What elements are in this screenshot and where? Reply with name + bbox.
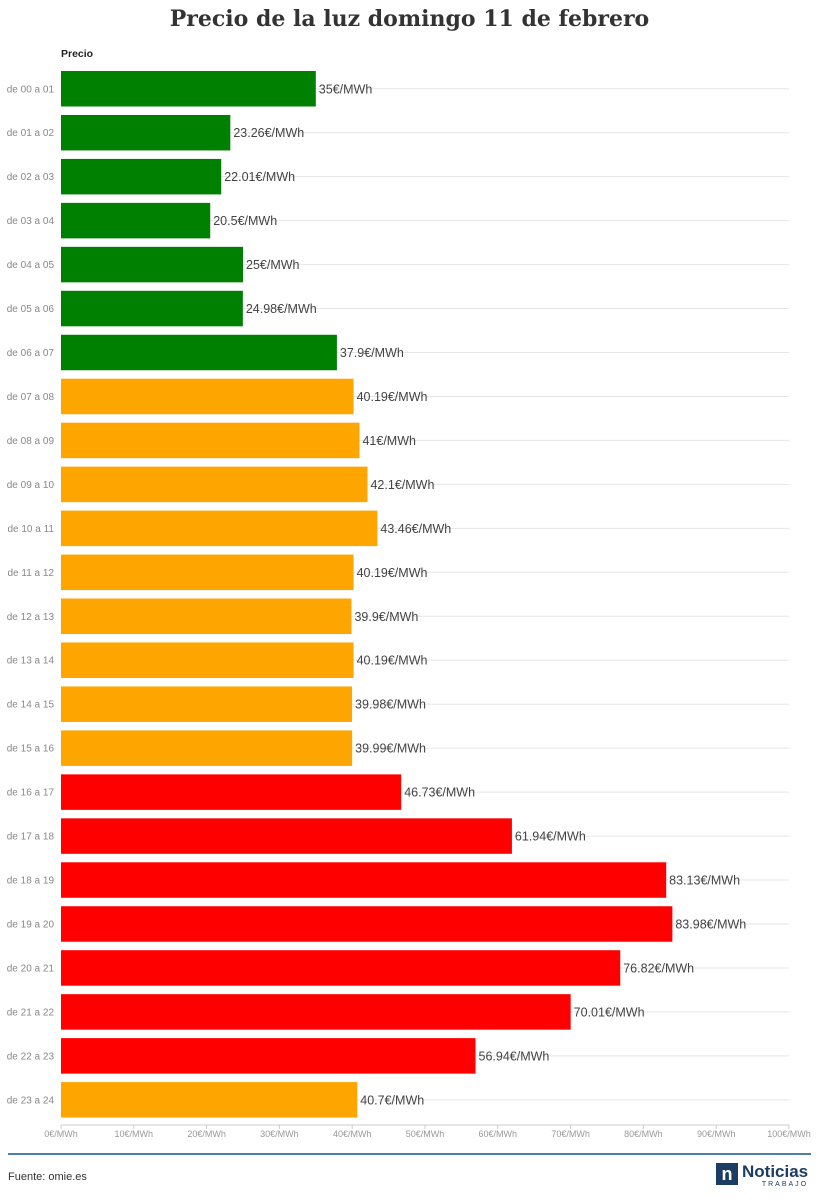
data-label: 56.94€/MWh	[479, 1049, 550, 1063]
category-label: de 20 a 21	[7, 963, 55, 974]
data-label: 35€/MWh	[319, 82, 373, 96]
data-label: 40.19€/MWh	[357, 390, 428, 404]
x-tick-label: 20€/MWh	[187, 1129, 226, 1139]
category-label: de 16 a 17	[7, 788, 55, 799]
data-label: 83.13€/MWh	[669, 874, 740, 888]
category-label: de 00 a 01	[7, 84, 55, 95]
bar	[61, 686, 353, 722]
bar	[61, 598, 352, 635]
bar	[61, 730, 353, 766]
data-label: 70.01€/MWh	[574, 1005, 645, 1019]
data-label: 40.19€/MWh	[357, 654, 428, 668]
data-label: 83.98€/MWh	[675, 917, 746, 931]
bar	[61, 334, 337, 371]
x-tick-label: 80€/MWh	[624, 1129, 663, 1139]
data-label: 24.98€/MWh	[246, 302, 317, 316]
data-label: 39.9€/MWh	[354, 610, 418, 624]
data-label: 46.73€/MWh	[404, 786, 475, 800]
category-label: de 23 a 24	[7, 1095, 55, 1106]
footer-divider	[8, 1153, 811, 1155]
x-tick-label: 30€/MWh	[260, 1129, 299, 1139]
category-label: de 21 a 22	[7, 1007, 55, 1018]
bar	[61, 114, 231, 151]
category-label: de 14 a 15	[7, 700, 55, 711]
bar	[61, 71, 316, 107]
bar	[61, 994, 571, 1030]
category-label: de 05 a 06	[7, 304, 55, 315]
category-label: de 04 a 05	[7, 260, 55, 271]
bar	[61, 1082, 358, 1118]
logo-text: Noticias TRABAJO	[742, 1163, 808, 1189]
x-tick-label: 40€/MWh	[333, 1129, 372, 1139]
data-label: 25€/MWh	[246, 258, 300, 272]
category-label: de 22 a 23	[7, 1051, 55, 1062]
bar	[61, 642, 354, 678]
data-label: 39.99€/MWh	[355, 742, 426, 756]
category-label: de 13 a 14	[7, 656, 55, 667]
bar	[61, 1038, 476, 1074]
bar	[61, 862, 667, 898]
data-label: 43.46€/MWh	[380, 522, 451, 536]
bar	[61, 466, 368, 503]
data-label: 61.94€/MWh	[515, 830, 586, 844]
data-label: 20.5€/MWh	[213, 214, 277, 228]
category-label: de 02 a 03	[7, 172, 55, 183]
category-label: de 10 a 11	[7, 524, 54, 535]
category-label: de 11 a 12	[7, 568, 54, 579]
bar	[61, 158, 222, 195]
bar	[61, 510, 378, 547]
data-label: 42.1€/MWh	[370, 478, 434, 492]
bar	[61, 818, 512, 854]
data-label: 39.98€/MWh	[355, 698, 426, 712]
bar	[61, 246, 243, 283]
data-label: 23.26€/MWh	[233, 126, 304, 140]
data-label: 22.01€/MWh	[224, 170, 295, 184]
x-tick-label: 90€/MWh	[697, 1129, 736, 1139]
bar	[61, 290, 243, 327]
bar	[61, 202, 211, 239]
category-label: de 17 a 18	[7, 832, 55, 843]
data-label: 41€/MWh	[362, 434, 416, 448]
bar	[61, 906, 673, 942]
data-label: 37.9€/MWh	[340, 346, 404, 360]
bar	[61, 378, 354, 415]
x-tick-label: 0€/MWh	[44, 1129, 78, 1139]
logo-subtitle: TRABAJO	[761, 1181, 809, 1188]
data-label: 40.7€/MWh	[360, 1093, 424, 1107]
category-label: de 07 a 08	[7, 392, 55, 403]
logo-name: Noticias	[742, 1162, 809, 1181]
category-label: de 06 a 07	[7, 348, 55, 359]
data-label: 40.19€/MWh	[357, 566, 428, 580]
x-tick-label: 100€/MWh	[767, 1129, 811, 1139]
data-label: 76.82€/MWh	[623, 961, 694, 975]
x-tick-label: 10€/MWh	[115, 1129, 154, 1139]
category-label: de 09 a 10	[7, 480, 55, 491]
source-note: Fuente: omie.es	[8, 1171, 87, 1183]
bar	[61, 422, 360, 459]
x-tick-label: 70€/MWh	[551, 1129, 590, 1139]
bar	[61, 554, 354, 591]
category-label: de 19 a 20	[7, 919, 55, 930]
x-tick-label: 50€/MWh	[406, 1129, 445, 1139]
logo-icon: n	[716, 1163, 738, 1185]
noticias-trabajo-logo: n Noticias TRABAJO	[716, 1163, 808, 1189]
category-label: de 15 a 16	[7, 744, 55, 755]
chart-title: Precio de la luz domingo 11 de febrero	[169, 6, 650, 32]
category-label: de 12 a 13	[7, 612, 55, 623]
bar	[61, 950, 621, 986]
y-axis-label: Precio	[61, 48, 93, 60]
category-label: de 01 a 02	[7, 128, 55, 139]
category-label: de 08 a 09	[7, 436, 55, 447]
x-tick-label: 60€/MWh	[479, 1129, 518, 1139]
bar	[61, 774, 402, 810]
category-label: de 03 a 04	[7, 216, 55, 227]
category-label: de 18 a 19	[7, 876, 55, 887]
bar-chart: Precio de 00 a 01 35€/MWh de 01 a 02 23.26€/…	[7, 48, 811, 1139]
